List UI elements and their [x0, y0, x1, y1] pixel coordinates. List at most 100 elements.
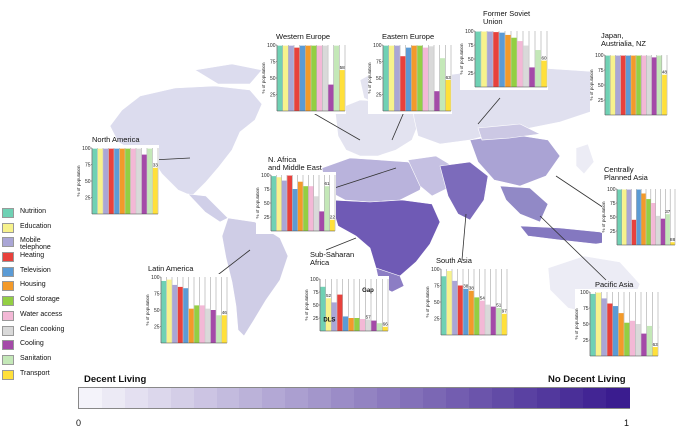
bar-clean-cooking — [136, 148, 142, 214]
region-bar-chart-svg: % of population 100 75 50 25 61 22 — [255, 173, 336, 232]
bar-cooling — [328, 84, 334, 111]
bar-clean-cooking — [635, 324, 641, 356]
bar-clean-cooking — [365, 319, 371, 331]
legend-item: Mobile telephone — [2, 235, 72, 251]
panel-title: Japan, Austrialia, NZ — [601, 31, 647, 48]
bar-cold-storage — [646, 199, 651, 245]
legend-swatch — [2, 340, 14, 351]
y-axis-label: % of population — [602, 201, 606, 233]
scale-segment — [308, 388, 333, 408]
map-north-africa — [321, 157, 425, 203]
legend-item: Education — [2, 221, 72, 236]
bar-cooling — [490, 306, 496, 335]
bar-cold-storage — [474, 297, 480, 335]
bar-nutrition — [475, 31, 481, 88]
bar-cooling — [371, 320, 377, 331]
map-canada-islands — [194, 63, 263, 85]
bar-water-access — [359, 319, 366, 331]
bar-television — [625, 55, 631, 115]
y-axis-label: % of population — [368, 62, 372, 94]
bar-television — [463, 288, 469, 335]
y-tick-label: 25 — [270, 92, 276, 98]
bar-sanitation — [535, 50, 541, 87]
scale-segment — [583, 388, 608, 408]
y-tick-label: 50 — [85, 179, 91, 185]
y-tick-label: 75 — [264, 187, 270, 193]
region-bar-chart-svg: % of population 100 75 50 25 63 — [367, 43, 452, 112]
bar-heating — [287, 175, 293, 231]
y-tick-label: 75 — [583, 306, 589, 312]
y-axis-label: % of population — [77, 165, 81, 197]
y-tick-label: 25 — [468, 71, 474, 77]
y-tick-label: 100 — [465, 29, 474, 35]
y-tick-label: 25 — [598, 98, 604, 104]
bar-heating — [294, 47, 300, 111]
bar-education — [595, 292, 602, 356]
bar-nutrition — [271, 176, 277, 231]
bar-housing — [631, 55, 636, 115]
scale-segment — [445, 388, 470, 408]
legend-label: Clean cooking — [20, 325, 65, 333]
bar-cold-storage — [624, 322, 630, 356]
bar-data-label: 63 — [446, 75, 452, 80]
bar-television — [636, 189, 641, 245]
bar-housing — [411, 45, 417, 111]
bar-cold-storage — [311, 45, 317, 111]
bar-mobile-telephone — [626, 189, 632, 245]
y-tick-label: 75 — [598, 68, 604, 74]
y-tick-label: 100 — [580, 290, 589, 296]
region-bar-chart: % of population 100 75 50 25 37 88 — [601, 186, 676, 248]
bar-clean-cooking — [523, 45, 529, 87]
y-tick-label: 100 — [373, 43, 382, 49]
bar-nutrition — [320, 286, 326, 331]
region-bar-chart: % of population 100 75 50 25 63 — [574, 289, 659, 359]
y-tick-label: 50 — [468, 57, 474, 63]
panel-title: Former Soviet Union — [483, 9, 531, 26]
bar-cooling — [651, 57, 657, 115]
bar-data-label: 46 — [222, 310, 228, 315]
bar-heating — [493, 32, 499, 87]
y-tick-label: 50 — [154, 308, 160, 314]
y-tick-label: 50 — [434, 300, 440, 306]
y-tick-label: 50 — [313, 303, 319, 309]
panel-title: Latin America — [148, 264, 194, 273]
bar-television — [405, 47, 412, 111]
bar-water-access — [316, 45, 323, 111]
legend-item: Television — [2, 265, 72, 280]
bar-data-label: 22 — [330, 215, 336, 220]
bar-education — [276, 177, 282, 231]
bar-television — [612, 306, 619, 356]
bar-transport — [670, 242, 675, 245]
region-bar-chart-svg: % of population 100 75 50 25 58 — [261, 43, 346, 112]
y-tick-label: 50 — [376, 76, 382, 82]
bar-cooling — [319, 211, 325, 231]
bar-mobile-telephone — [601, 298, 607, 356]
region-bar-chart: % of population 100 75 50 25 61 22 — [255, 172, 336, 234]
scale-segment — [170, 388, 195, 408]
scale-segment — [468, 388, 493, 408]
y-tick-label: 100 — [595, 53, 604, 59]
scale-segment — [193, 388, 218, 408]
legend-swatch — [2, 325, 14, 336]
bar-cooling — [434, 91, 440, 111]
scale-segment — [285, 388, 310, 408]
bar-sanitation — [665, 214, 670, 245]
bar-sanitation — [439, 58, 446, 111]
bar-transport — [652, 347, 658, 356]
bar-data-label: 61 — [324, 181, 330, 186]
scale-segment — [79, 388, 104, 408]
legend-swatch — [2, 354, 14, 365]
legend-item: Housing — [2, 279, 72, 294]
bar-heating — [457, 285, 463, 335]
bar-cold-storage — [354, 318, 360, 331]
legend-item: Nutrition — [2, 206, 72, 221]
y-tick-label: 25 — [154, 324, 160, 330]
bar-data-label: 66 — [383, 322, 389, 327]
map-south-america — [221, 217, 289, 337]
legend-swatch — [2, 222, 14, 233]
y-tick-label: 75 — [313, 290, 319, 296]
bar-water-access — [422, 47, 429, 111]
bar-cold-storage — [194, 305, 200, 343]
